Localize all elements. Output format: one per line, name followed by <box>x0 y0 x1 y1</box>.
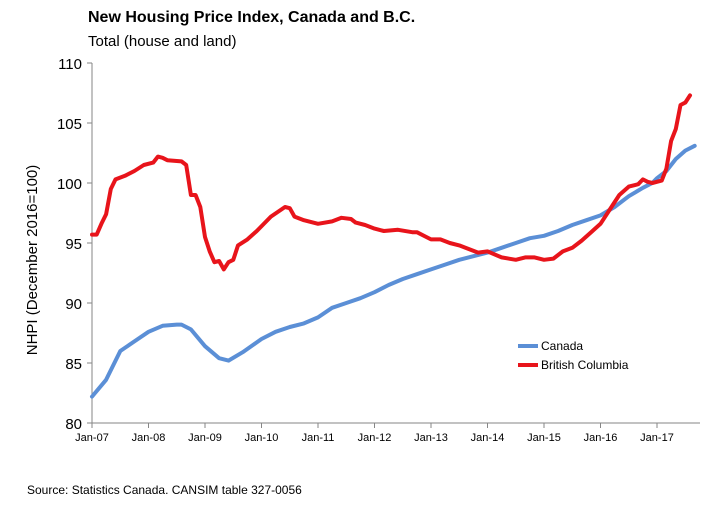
x-tick-label: Jan-08 <box>132 432 166 444</box>
y-tick-label: 90 <box>65 296 82 313</box>
y-tick-label: 95 <box>65 236 82 253</box>
x-tick-label: Jan-17 <box>640 432 674 444</box>
x-tick-label: Jan-15 <box>527 432 561 444</box>
y-tick-label: 100 <box>57 176 82 193</box>
y-tick-label: 80 <box>65 416 82 433</box>
x-tick-label: Jan-07 <box>75 432 109 444</box>
legend-label: British Columbia <box>541 358 629 372</box>
chart-source: Source: Statistics Canada. CANSIM table … <box>27 483 302 497</box>
chart-subtitle: Total (house and land) <box>88 33 237 50</box>
y-tick-label: 85 <box>65 356 82 373</box>
y-axis-label: NHPI (December 2016=100) <box>24 165 41 356</box>
x-tick-label: Jan-13 <box>414 432 448 444</box>
x-tick-label: Jan-09 <box>188 432 222 444</box>
series-line-canada <box>90 143 697 399</box>
x-tick-label: Jan-16 <box>584 432 618 444</box>
x-tick-label: Jan-14 <box>471 432 505 444</box>
x-tick-label: Jan-10 <box>245 432 279 444</box>
y-tick-label: 105 <box>57 116 82 133</box>
y-tick-label: 110 <box>58 56 82 73</box>
series-line-british-columbia <box>90 93 692 272</box>
chart-title: New Housing Price Index, Canada and B.C. <box>88 9 416 26</box>
legend-label: Canada <box>541 339 583 353</box>
x-tick-label: Jan-11 <box>302 432 335 444</box>
x-tick-label: Jan-12 <box>358 432 392 444</box>
